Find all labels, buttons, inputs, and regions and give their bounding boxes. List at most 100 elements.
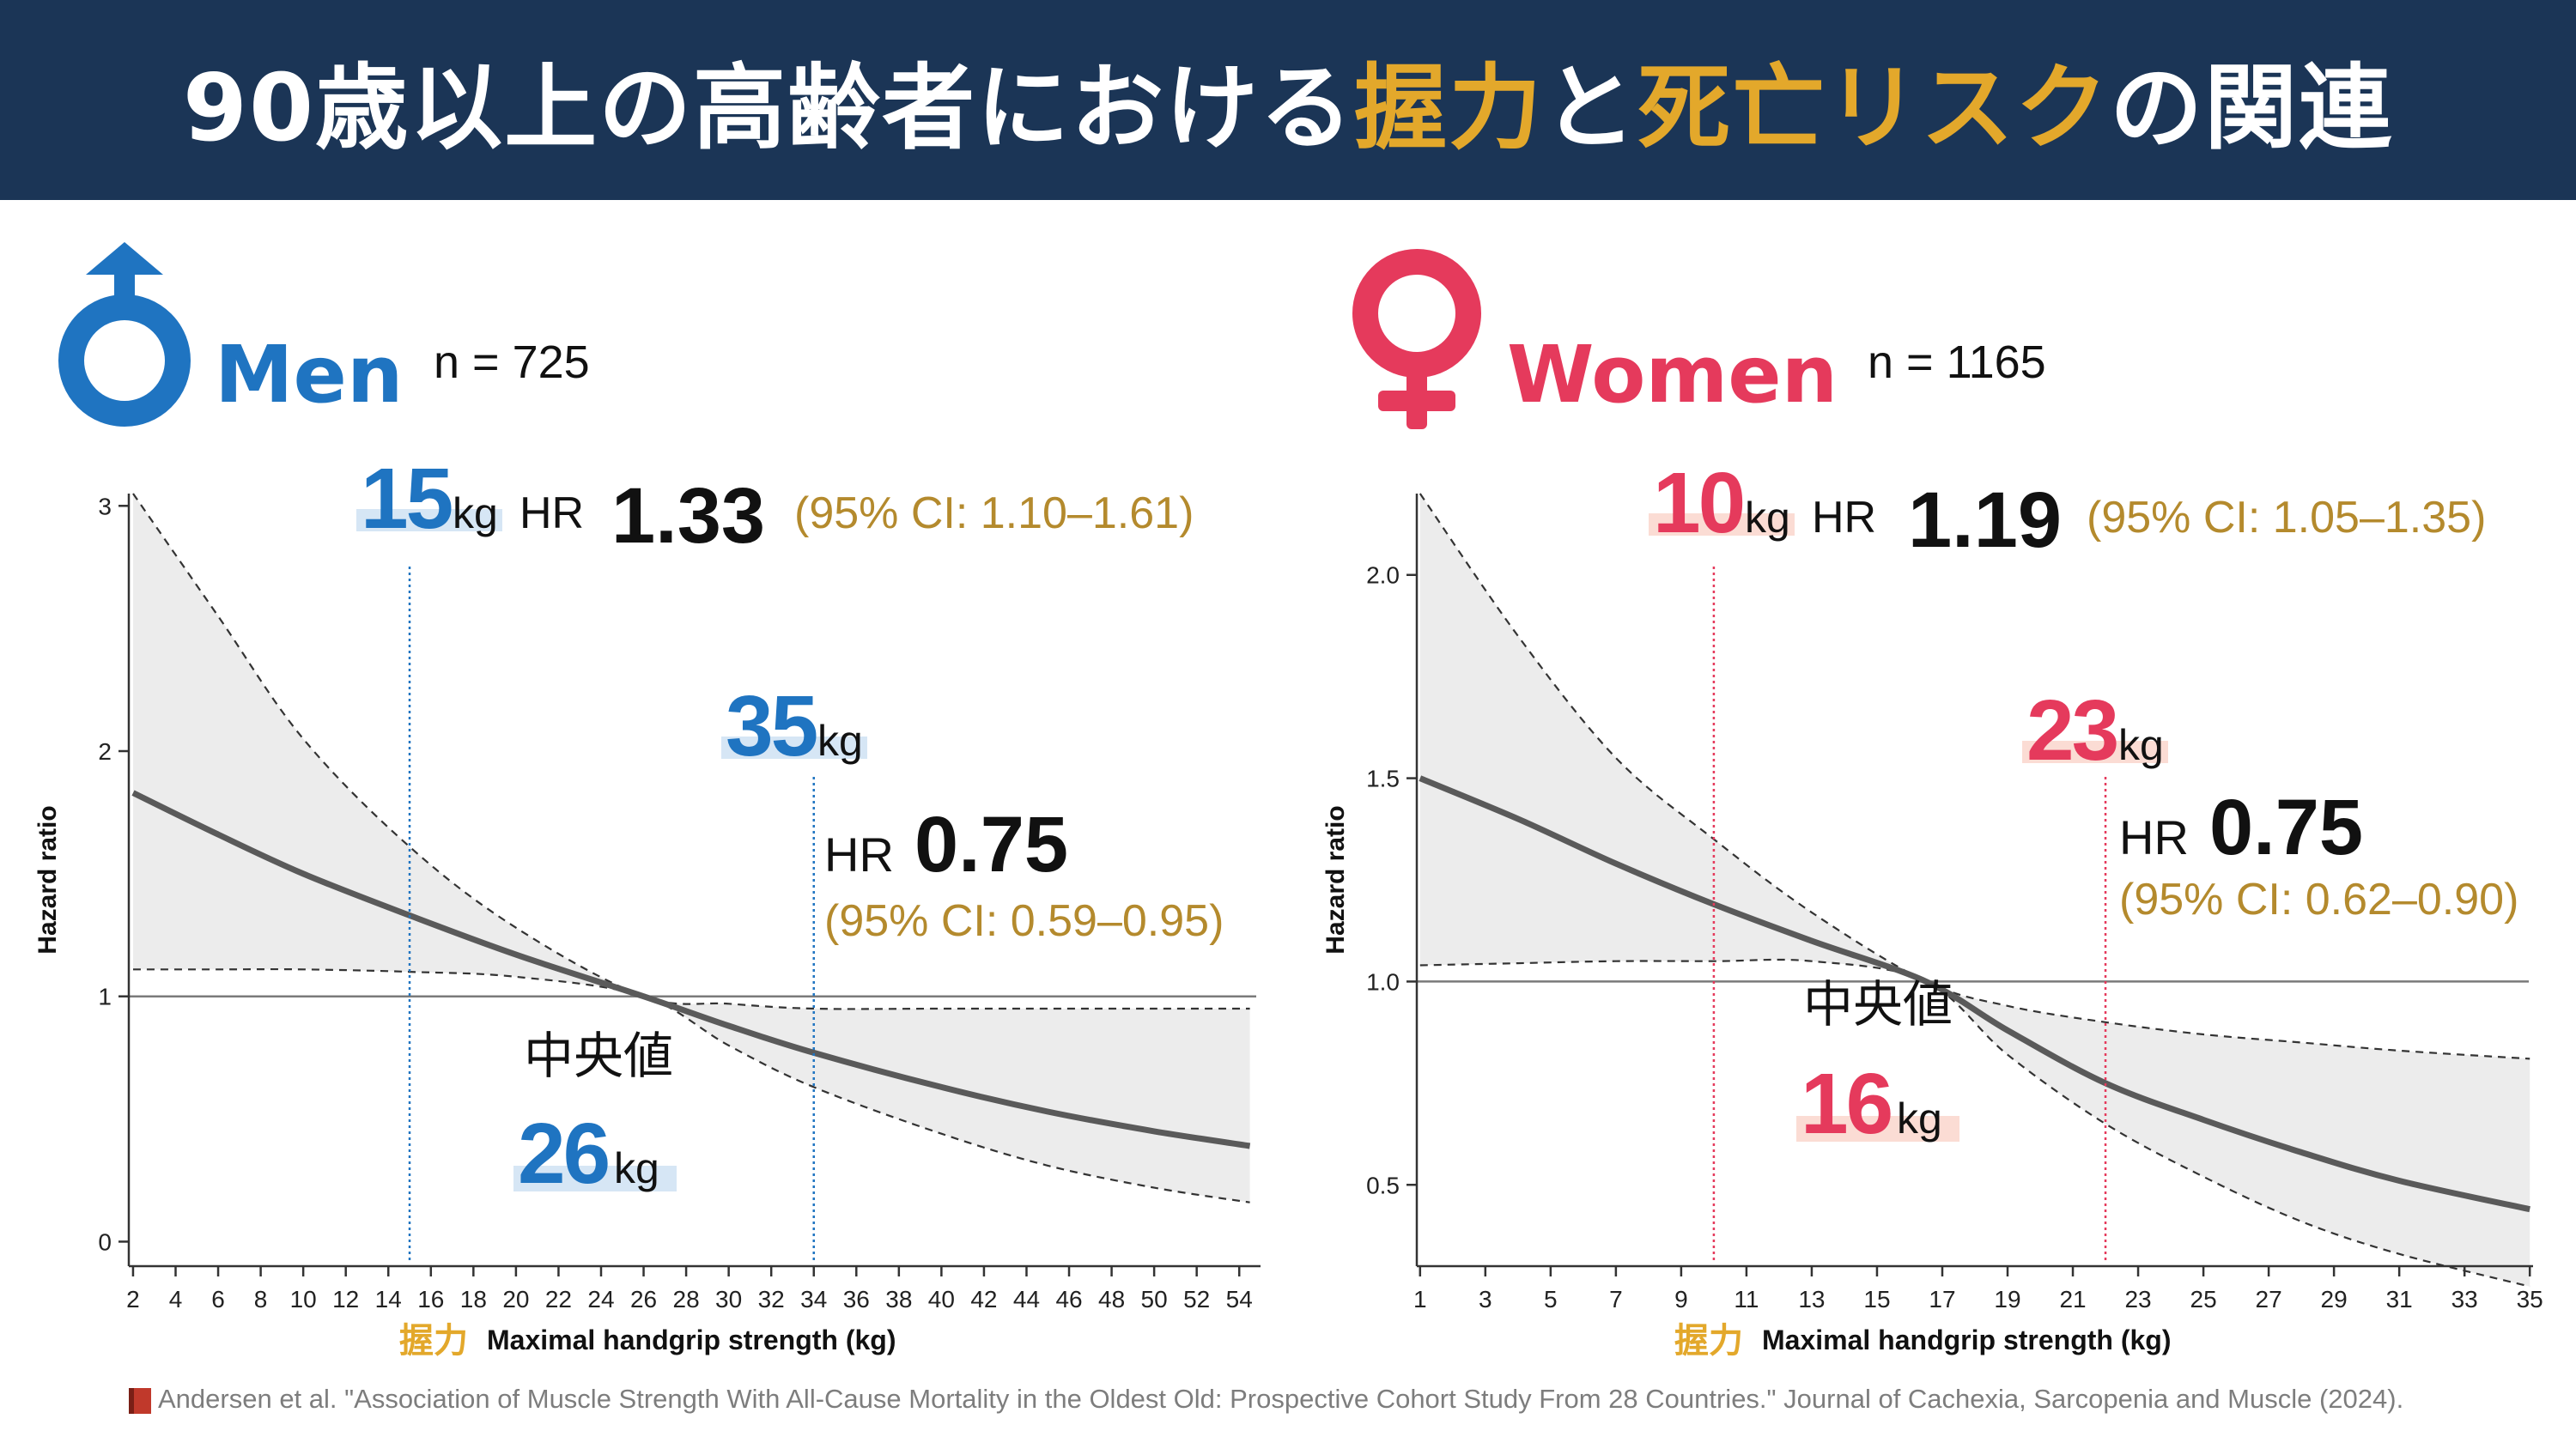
x-tick-label: 27 [2256, 1286, 2282, 1313]
low-grip-unit: kg [1745, 494, 1790, 542]
x-tick-label: 3 [1479, 1286, 1492, 1313]
median-highlight [1796, 1116, 1959, 1142]
x-tick-label: 16 [417, 1286, 444, 1313]
x-tick-label: 30 [715, 1286, 742, 1313]
x-tick-label: 54 [1226, 1286, 1253, 1313]
x-tick-label: 22 [545, 1286, 572, 1313]
male-arrowhead [86, 242, 163, 275]
x-tick-label: 35 [2517, 1286, 2543, 1313]
y-tick-label: 2 [98, 738, 112, 765]
x-tick-label: 23 [2124, 1286, 2151, 1313]
x-tick-label: 2 [126, 1286, 140, 1313]
x-tick-label: 1 [1413, 1286, 1427, 1313]
median-unit: kg [614, 1144, 659, 1192]
x-tick-label: 33 [2451, 1286, 2478, 1313]
x-tick-label: 32 [758, 1286, 785, 1313]
x-tick-label: 6 [211, 1286, 225, 1313]
x-tick-label: 11 [1734, 1286, 1759, 1313]
x-tick-label: 21 [2059, 1286, 2086, 1313]
low-hr-value: 1.19 [1908, 476, 2062, 564]
high-grip-value: 35 [726, 678, 817, 774]
y-tick-label: 0.5 [1366, 1172, 1400, 1198]
group-label: Women [1507, 329, 1838, 421]
x-tick-label: 38 [885, 1286, 912, 1313]
low-grip-highlight [356, 509, 502, 531]
median-label: 中央値 [524, 1027, 673, 1085]
title-part2: の関連 [2110, 54, 2394, 162]
x-tick-label: 7 [1609, 1286, 1623, 1313]
low-hr-value: 1.33 [611, 472, 765, 560]
median-highlight [513, 1166, 677, 1191]
high-grip-unit: kg [817, 717, 863, 765]
x-tick-label: 52 [1183, 1286, 1210, 1313]
x-tick-label: 15 [1863, 1286, 1890, 1313]
x-axis-title-jp: 握力 [1674, 1321, 1743, 1361]
x-axis-title-jp: 握力 [399, 1321, 468, 1361]
low-grip-highlight [1649, 513, 1795, 536]
sample-size-label: n = 725 [434, 336, 590, 388]
x-axis-title: Maximal handgrip strength (kg) [487, 1325, 896, 1355]
median-label: 中央値 [1803, 975, 1953, 1034]
title-mid: と [1543, 54, 1638, 162]
title-part1: 90歳以上の高齢者における [182, 54, 1355, 162]
median-value: 26 [518, 1106, 608, 1202]
y-axis-title: Hazard ratio [33, 805, 62, 954]
x-tick-label: 29 [2321, 1286, 2348, 1313]
ci-band [133, 494, 1250, 1203]
x-tick-label: 36 [843, 1286, 870, 1313]
x-tick-label: 18 [460, 1286, 487, 1313]
title-banner [0, 0, 2576, 200]
low-hr-label: HR [1812, 493, 1876, 543]
y-tick-label: 1.5 [1366, 766, 1400, 792]
low-grip-unit: kg [453, 489, 498, 537]
y-tick-label: 2.0 [1366, 562, 1400, 589]
x-tick-label: 9 [1674, 1286, 1688, 1313]
x-tick-label: 34 [800, 1286, 827, 1313]
ci-band [1419, 494, 2530, 1287]
y-tick-label: 0 [98, 1228, 112, 1255]
high-hr-ci: (95% CI: 0.59–0.95) [824, 896, 1224, 946]
x-tick-label: 31 [2386, 1286, 2413, 1313]
female-crossbar [1378, 391, 1455, 411]
x-axis-title: Maximal handgrip strength (kg) [1762, 1325, 2171, 1355]
x-tick-label: 44 [1013, 1286, 1040, 1313]
high-hr-value: 0.75 [2209, 784, 2363, 871]
title-highlight-mortality: 死亡リスク [1637, 54, 2111, 162]
low-grip-value: 15 [361, 451, 452, 547]
x-tick-label: 46 [1055, 1286, 1082, 1313]
y-tick-label: 1.0 [1366, 968, 1400, 995]
x-tick-label: 4 [169, 1286, 183, 1313]
low-hr-ci: (95% CI: 1.05–1.35) [2087, 493, 2486, 543]
ci-lower-line [133, 967, 1250, 1203]
x-tick-label: 26 [630, 1286, 657, 1313]
x-tick-label: 10 [290, 1286, 317, 1313]
high-hr-label: HR [824, 828, 894, 882]
citation: Andersen et al. "Association of Muscle S… [129, 1384, 2567, 1415]
x-tick-label: 5 [1544, 1286, 1558, 1313]
low-grip-value: 10 [1653, 455, 1743, 551]
y-axis-title: Hazard ratio [1321, 805, 1350, 954]
high-grip-highlight [2022, 741, 2168, 763]
x-tick-label: 20 [502, 1286, 529, 1313]
x-tick-label: 8 [254, 1286, 268, 1313]
citation-text: Andersen et al. "Association of Muscle S… [158, 1384, 2404, 1414]
ci-lower-line [1419, 958, 2530, 1288]
high-hr-label: HR [2119, 810, 2189, 864]
low-hr-ci: (95% CI: 1.10–1.61) [794, 488, 1194, 538]
male-symbol-icon [58, 242, 191, 427]
high-grip-highlight [721, 737, 867, 759]
x-tick-label: 12 [332, 1286, 359, 1313]
page-title: 90歳以上の高齢者における 握力と死亡リスク の関連 [0, 0, 2576, 200]
x-tick-label: 13 [1798, 1286, 1825, 1313]
y-tick-label: 1 [98, 984, 112, 1010]
x-tick-label: 17 [1929, 1286, 1955, 1313]
median-unit: kg [1897, 1094, 1942, 1143]
x-tick-label: 25 [2190, 1286, 2217, 1313]
x-tick-label: 42 [970, 1286, 997, 1313]
x-tick-label: 24 [587, 1286, 614, 1313]
x-tick-label: 28 [673, 1286, 700, 1313]
high-grip-value: 23 [2026, 682, 2117, 779]
female-symbol-icon [1352, 249, 1481, 429]
female-ring [1352, 249, 1481, 378]
